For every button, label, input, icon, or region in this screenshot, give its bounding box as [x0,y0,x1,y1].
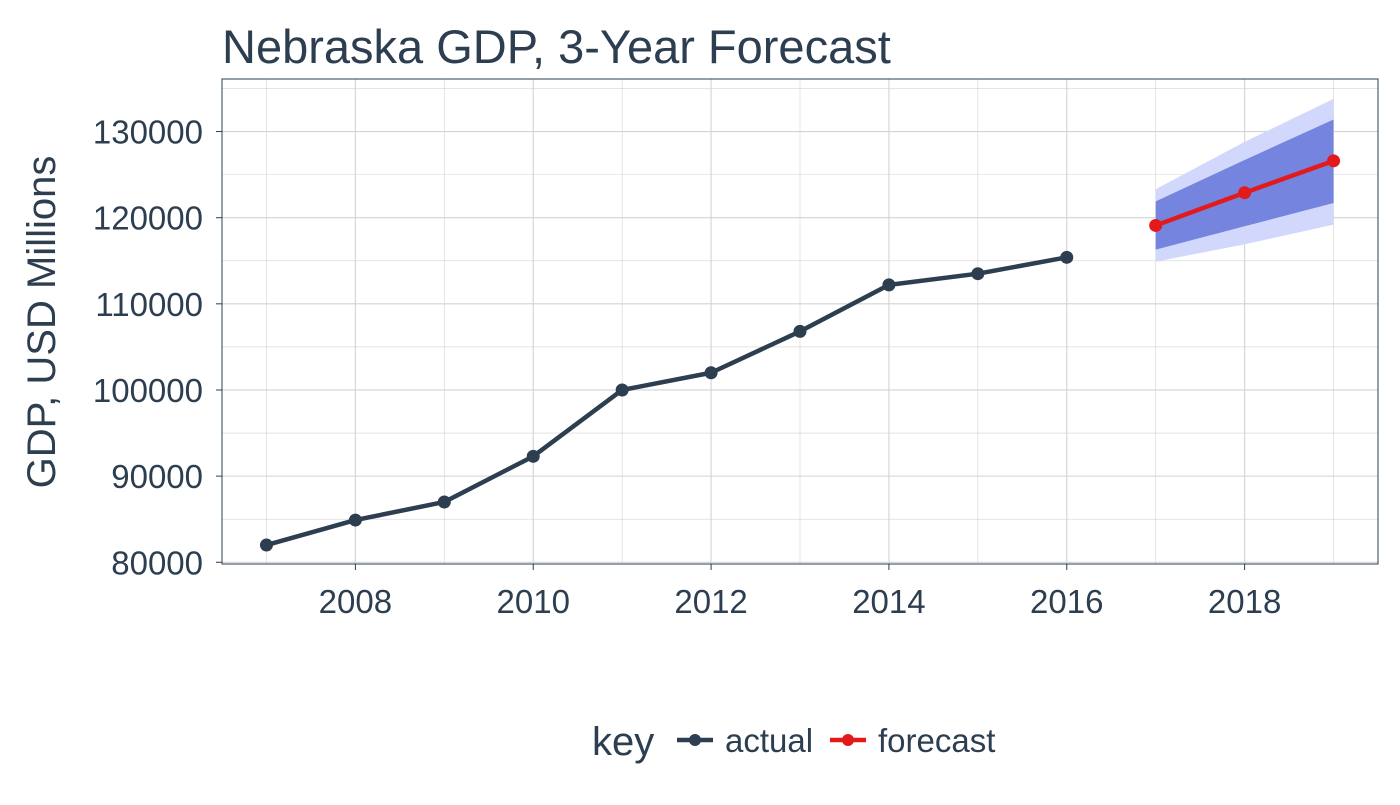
y-axis-ticks: 80000 90000 100000 110000 120000 130000 [93,114,222,581]
x-tick-label: 2012 [674,583,747,620]
chart-title: Nebraska GDP, 3-Year Forecast [222,20,891,73]
data-point-actual [437,495,451,509]
legend-label-forecast: forecast [878,722,995,759]
x-axis-ticks: 2008 2010 2012 2014 2016 2018 [319,564,1281,620]
legend-title: key [592,720,654,764]
legend-key-point-actual [689,734,701,746]
data-point-actual [526,449,540,463]
series-line-actual [265,255,1068,548]
data-point-actual [882,278,896,292]
x-tick-label: 2008 [319,583,392,620]
data-point-actual [615,383,629,397]
data-point-actual [348,513,362,527]
legend-item-actual: actual [677,722,813,759]
data-point-actual [971,267,985,281]
grid [222,79,1378,564]
y-tick-label: 80000 [111,544,203,581]
y-tick-label: 120000 [93,200,203,237]
y-tick-label: 100000 [93,372,203,409]
legend-key-point-forecast [842,734,854,746]
series-points [259,154,1341,552]
y-axis-label: GDP, USD Millions [20,156,64,489]
legend: key actual forecast [592,720,995,764]
legend-item-forecast: forecast [830,722,995,759]
x-tick-label: 2014 [852,583,925,620]
data-point-actual [704,366,718,380]
x-tick-label: 2018 [1208,583,1281,620]
y-tick-label: 130000 [93,114,203,151]
legend-label-actual: actual [725,722,813,759]
forecast-interval-bands [1155,98,1334,262]
data-point-actual [793,324,807,338]
x-tick-label: 2010 [497,583,570,620]
data-point-forecast [1238,186,1252,200]
data-point-actual [259,538,273,552]
y-tick-label: 90000 [111,458,203,495]
data-point-forecast [1149,218,1163,232]
x-tick-label: 2016 [1030,583,1103,620]
forecast-band-inner [1155,119,1334,250]
panel-border [221,78,1379,565]
y-tick-label: 110000 [95,286,203,323]
data-point-actual [1060,250,1074,264]
data-point-forecast [1327,154,1341,168]
